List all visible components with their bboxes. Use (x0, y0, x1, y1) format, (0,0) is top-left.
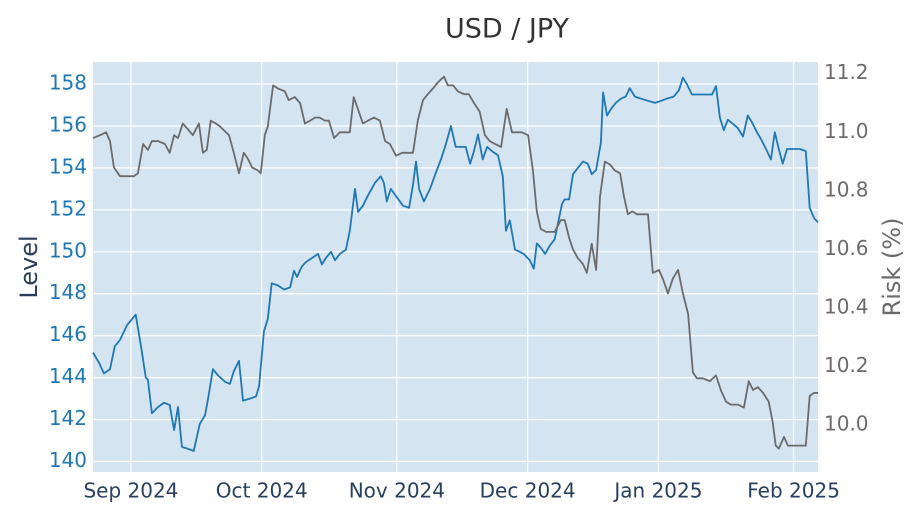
plot-background (93, 62, 818, 472)
y2-tick-label: 10.8 (824, 177, 869, 201)
y-tick-label: 142 (49, 406, 87, 430)
y-tick-label: 154 (49, 154, 87, 178)
series-line (92, 75, 818, 450)
y-tick-label: 144 (49, 364, 87, 388)
x-tick-label: Dec 2024 (480, 479, 576, 503)
y2-tick-label: 11.2 (824, 60, 869, 84)
chart-title: USD / JPY (445, 14, 570, 45)
x-tick-label: Nov 2024 (349, 479, 445, 503)
x-tick-label: Jan 2025 (612, 479, 702, 503)
y-tick-label: 140 (49, 448, 87, 472)
y-tick-label: 150 (49, 238, 87, 262)
x-tick-label: Oct 2024 (216, 479, 308, 503)
y-tick-label: 152 (49, 196, 87, 220)
series-line (92, 76, 819, 452)
y-tick-label: 158 (49, 71, 87, 95)
y2-tick-label: 11.0 (824, 119, 869, 143)
y2-tick-label: 10.2 (824, 353, 869, 377)
y-tick-label: 148 (49, 280, 87, 304)
y-tick-label: 156 (49, 112, 87, 136)
x-tick-label: Feb 2025 (747, 479, 840, 503)
y-tick-label: 146 (49, 322, 87, 346)
y2-tick-label: 10.4 (824, 295, 869, 319)
y2-axis-label: Risk (%) (878, 218, 906, 317)
y2-tick-label: 10.6 (824, 236, 869, 260)
x-tick-label: Sep 2024 (83, 479, 178, 503)
y2-tick-label: 10.0 (824, 412, 869, 436)
y-axis-label: Level (15, 235, 43, 298)
